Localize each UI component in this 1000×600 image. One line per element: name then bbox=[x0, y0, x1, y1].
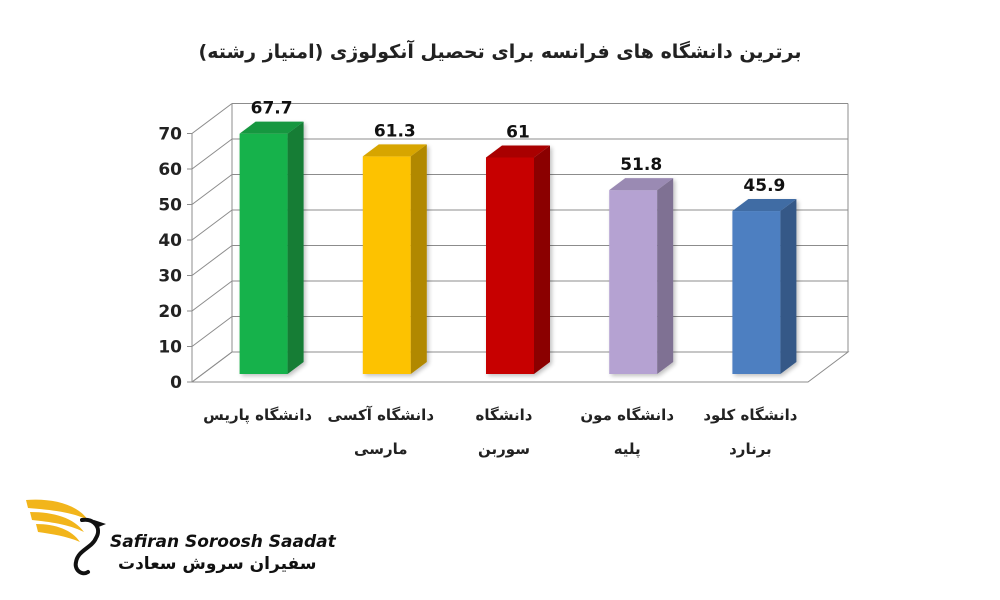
chart-title: برترین دانشگاه های فرانسه برای تحصیل آنک… bbox=[199, 39, 802, 63]
x-tick-label: دانشگاه آکسی bbox=[328, 406, 435, 424]
bar-side bbox=[410, 144, 427, 374]
brand-name-fa: سفیران سروش سعادت bbox=[118, 554, 317, 574]
x-tick-label: پلیه bbox=[614, 440, 641, 459]
bar-side bbox=[287, 121, 304, 374]
y-tick-label: 50 bbox=[158, 196, 182, 216]
gridline-side bbox=[191, 103, 233, 134]
data-label: 45.9 bbox=[743, 176, 785, 196]
bar-front bbox=[239, 133, 288, 374]
y-tick-label: 10 bbox=[158, 338, 182, 358]
data-label: 61.3 bbox=[374, 121, 416, 141]
bar bbox=[362, 144, 427, 374]
x-tick-label: دانشگاه bbox=[476, 406, 533, 424]
bars: 67.7 61.3 61 51.8 45.9 bbox=[239, 99, 797, 374]
data-label: 61 bbox=[506, 122, 530, 142]
bar bbox=[486, 145, 550, 374]
bar-top bbox=[239, 121, 304, 134]
bar-top bbox=[609, 178, 674, 191]
bar bbox=[732, 199, 797, 374]
gridline-side bbox=[191, 280, 233, 312]
bar-top bbox=[732, 199, 797, 212]
x-tick-label: دانشگاه مون bbox=[580, 406, 674, 424]
y-tick-label: 40 bbox=[158, 231, 182, 251]
y-tick-label: 0 bbox=[170, 373, 182, 393]
bar-top bbox=[362, 144, 427, 157]
bar-side bbox=[780, 199, 797, 374]
bar-side bbox=[657, 178, 674, 374]
data-label: 67.7 bbox=[251, 99, 293, 119]
floor bbox=[190, 351, 850, 383]
eagle-icon bbox=[26, 499, 106, 576]
bar bbox=[239, 121, 304, 374]
x-tick-label: دانشگاه پاریس bbox=[203, 406, 312, 425]
bar-front bbox=[362, 156, 411, 374]
x-tick-label: برنارد bbox=[729, 440, 772, 458]
gridline-side bbox=[191, 209, 233, 241]
x-tick-label: سوربن bbox=[478, 440, 530, 458]
bar bbox=[609, 178, 674, 374]
y-tick-label: 30 bbox=[158, 267, 182, 287]
brand-name-en: Safiran Soroosh Saadat bbox=[110, 532, 336, 552]
bar-front bbox=[609, 190, 658, 374]
x-axis-labels: دانشگاه پاریس دانشگاه آکسی مارسی دانشگاه سور… bbox=[203, 406, 798, 459]
gridline-side bbox=[191, 138, 233, 170]
bar-front bbox=[486, 157, 534, 374]
data-label: 51.8 bbox=[620, 155, 662, 175]
x-tick-label: مارسی bbox=[354, 440, 407, 458]
bar-front bbox=[732, 211, 781, 374]
gridline-side bbox=[191, 174, 233, 205]
gridline-side bbox=[191, 316, 233, 347]
y-tick-label: 70 bbox=[158, 125, 182, 145]
y-tick-label: 20 bbox=[158, 302, 182, 322]
gridline-side bbox=[191, 245, 233, 276]
brand-logo: Safiran Soroosh Saadat سفیران سروش سعادت bbox=[22, 490, 336, 580]
bar-side bbox=[534, 145, 550, 374]
bar-top bbox=[486, 145, 550, 158]
x-tick-label: دانشگاه کلود bbox=[703, 406, 797, 424]
y-tick-label: 60 bbox=[158, 160, 182, 180]
y-axis: 0 10 20 30 40 50 60 70 bbox=[158, 125, 192, 393]
